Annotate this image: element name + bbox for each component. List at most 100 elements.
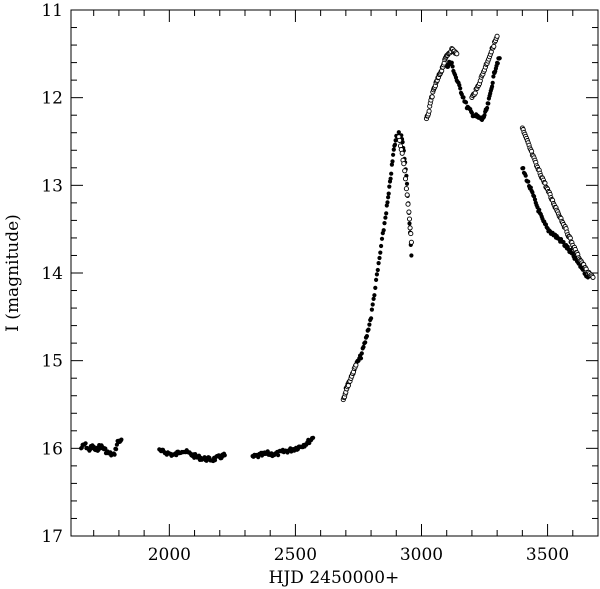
y-tick-label: 17 <box>41 527 63 547</box>
data-point-filled <box>392 142 398 147</box>
data-point-open <box>406 209 412 215</box>
data-point-filled <box>276 453 281 458</box>
data-point-filled <box>396 130 401 135</box>
data-point-filled <box>482 113 487 118</box>
data-points <box>79 33 596 464</box>
data-point-filled <box>369 307 374 312</box>
data-point-filled <box>409 253 414 258</box>
y-axis-label: I (magnitude) <box>3 214 23 332</box>
data-point-open <box>405 201 411 207</box>
data-point-open <box>403 186 409 192</box>
data-point-filled <box>377 255 382 261</box>
data-point-open <box>407 225 413 231</box>
data-point-filled <box>373 285 378 290</box>
data-point-filled <box>386 195 391 200</box>
data-point-filled <box>485 105 490 111</box>
data-point-open <box>401 161 407 167</box>
data-point-filled <box>378 250 383 255</box>
data-point-open <box>429 94 435 100</box>
data-point-filled <box>83 441 88 446</box>
data-point-filled <box>491 74 496 79</box>
y-tick-label: 14 <box>41 264 63 284</box>
data-point-filled <box>364 334 369 339</box>
data-point-filled <box>388 176 393 181</box>
data-point-filled <box>379 236 385 241</box>
data-point-filled <box>497 56 502 61</box>
data-point-filled <box>363 340 368 345</box>
data-point-filled <box>374 272 379 277</box>
data-point-filled <box>370 302 375 307</box>
data-point-filled <box>389 162 394 167</box>
y-tick-label: 16 <box>41 439 63 459</box>
data-point-filled <box>359 351 364 356</box>
x-tick-label: 3000 <box>400 545 443 565</box>
data-point-filled <box>361 344 366 350</box>
data-point-open <box>590 274 596 280</box>
data-point-filled <box>376 261 381 266</box>
data-point-filled <box>391 147 396 152</box>
data-point-filled <box>383 215 388 220</box>
data-point-filled <box>212 458 218 463</box>
data-point-filled <box>407 221 412 226</box>
data-point-open <box>399 150 405 156</box>
data-point-filled <box>450 64 455 69</box>
data-point-open <box>402 176 409 182</box>
data-point-filled <box>490 80 495 85</box>
data-point-filled <box>358 356 364 361</box>
data-point-open <box>408 239 414 245</box>
data-point-filled <box>382 221 387 226</box>
data-point-filled <box>379 243 384 249</box>
data-point-filled <box>461 95 466 100</box>
y-tick-label: 15 <box>41 352 63 372</box>
data-point-open <box>406 216 413 222</box>
data-point-filled <box>561 240 566 245</box>
data-point-open <box>402 168 408 174</box>
data-point-open <box>404 192 410 198</box>
data-point-filled <box>114 447 119 452</box>
data-point-filled <box>366 327 371 332</box>
data-point-filled <box>490 84 495 89</box>
data-point-filled <box>381 228 386 233</box>
data-point-open <box>408 231 414 237</box>
x-tick-label: 2500 <box>274 545 317 565</box>
data-point-filled <box>367 322 372 327</box>
plot-frame <box>70 9 599 537</box>
data-point-filled <box>311 435 316 440</box>
data-point-filled <box>369 316 374 321</box>
data-point-open <box>397 137 403 143</box>
data-point-filled <box>384 211 389 216</box>
data-point-filled <box>404 181 410 186</box>
data-point-filled <box>537 207 542 212</box>
axis-ticks <box>71 9 598 537</box>
data-point-open <box>494 33 500 39</box>
data-point-filled <box>372 293 377 298</box>
data-point-filled <box>457 83 462 88</box>
data-point-filled <box>458 86 463 91</box>
data-point-filled <box>449 60 454 65</box>
x-tick-label: 2000 <box>148 545 191 565</box>
data-point-filled <box>119 437 124 442</box>
data-point-filled <box>389 171 394 176</box>
data-point-filled <box>526 179 531 184</box>
data-point-filled <box>374 277 379 282</box>
x-axis-label: HJD 2450000+ <box>269 568 400 588</box>
data-point-filled <box>463 100 469 105</box>
data-point-filled <box>495 61 500 66</box>
data-point-open <box>491 43 497 49</box>
data-point-open <box>353 362 359 368</box>
data-point-filled <box>387 184 392 189</box>
data-point-open <box>454 51 460 57</box>
data-point-filled <box>375 267 380 273</box>
data-point-filled <box>469 110 474 115</box>
y-tick-label: 11 <box>41 1 63 21</box>
data-point-filled <box>523 173 528 178</box>
y-tick-label: 12 <box>41 89 63 109</box>
data-point-filled <box>386 191 391 196</box>
axis-tick-labels: 2000 2500 3000 3500 11 12 13 14 15 16 17 <box>41 1 569 565</box>
data-point-filled <box>391 152 396 157</box>
data-point-filled <box>371 296 376 301</box>
data-point-filled <box>521 166 526 171</box>
data-point-filled <box>222 453 227 458</box>
data-point-filled <box>385 200 390 205</box>
